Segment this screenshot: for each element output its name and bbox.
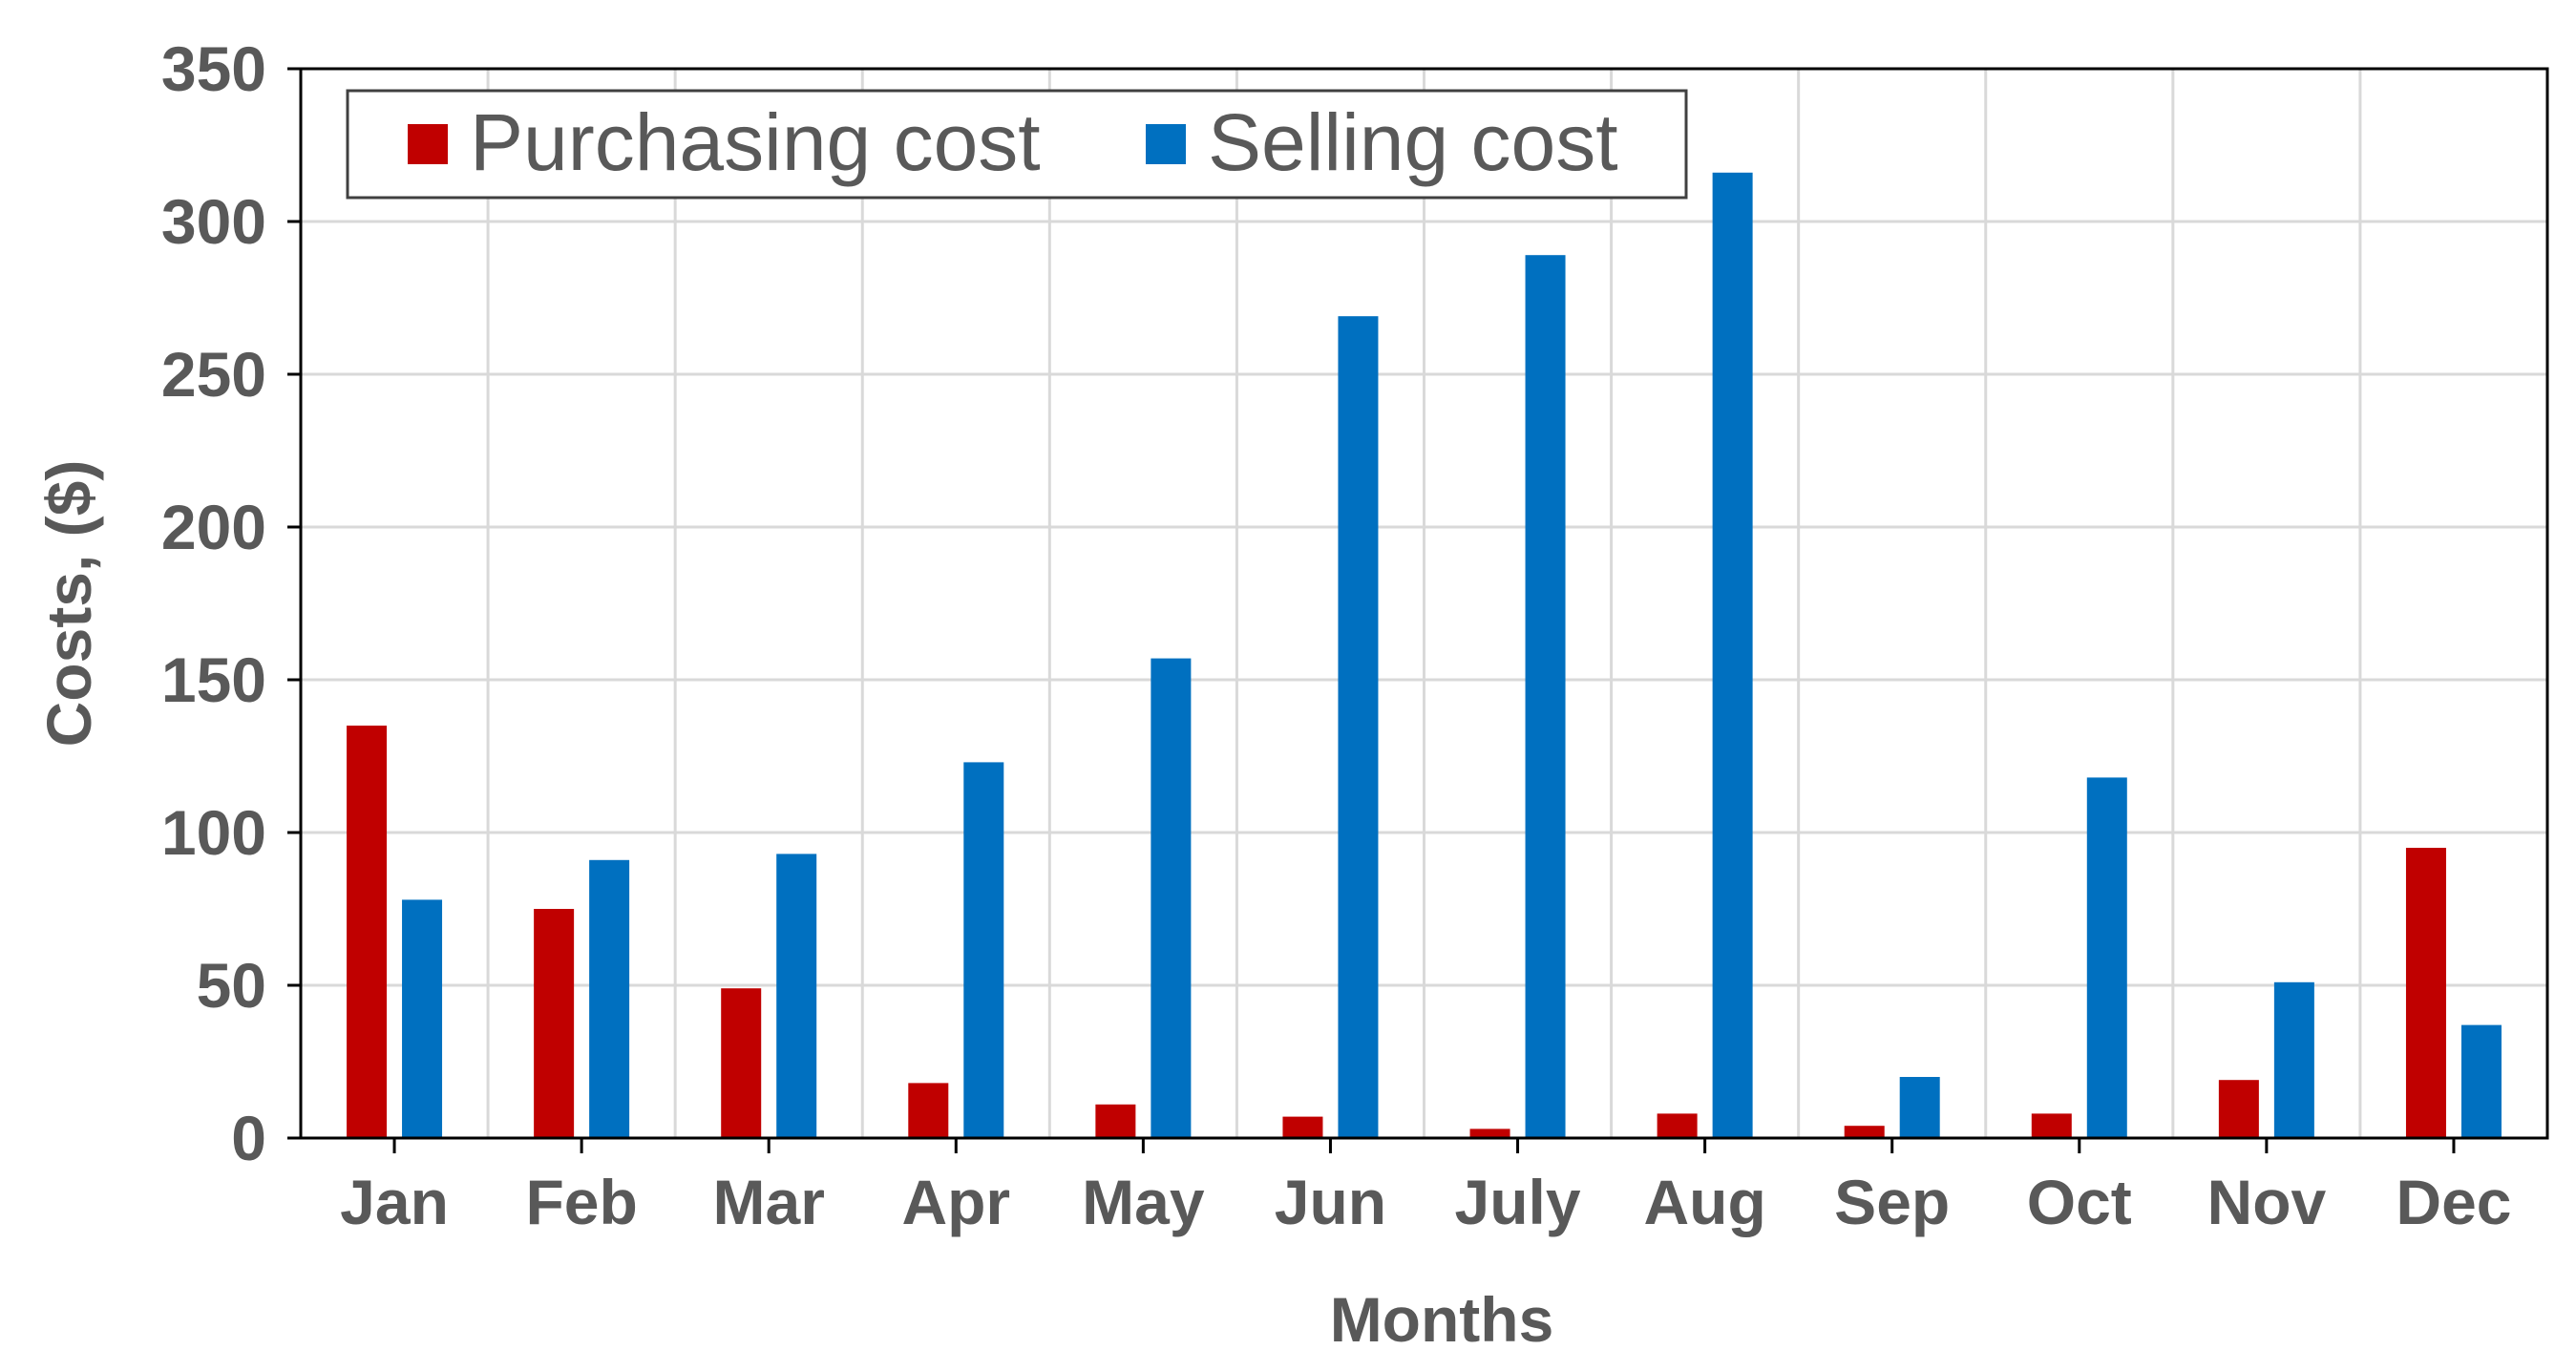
bars <box>347 172 2502 1139</box>
legend-label-purchasing-cost: Purchasing cost <box>470 97 1041 187</box>
bar-selling-cost-oct <box>2086 777 2127 1138</box>
gridlines <box>301 67 2547 1138</box>
x-tick-label: Oct <box>2027 1167 2132 1237</box>
bar-selling-cost-july <box>1525 255 1566 1138</box>
legend: Purchasing cost Selling cost <box>346 89 1688 200</box>
bar-purchasing-cost-nov <box>2218 1080 2259 1138</box>
x-tick-label: Aug <box>1643 1167 1765 1237</box>
bar-purchasing-cost-jun <box>1282 1116 1323 1138</box>
legend-swatch-purchasing-cost <box>408 124 448 164</box>
plot-frame <box>299 67 2549 1140</box>
bar-selling-cost-nov <box>2273 981 2314 1138</box>
y-tick-label: 50 <box>197 950 266 1021</box>
bar-purchasing-cost-mar <box>721 988 762 1138</box>
axes <box>287 67 2549 1153</box>
x-tick-label: May <box>1082 1167 1205 1237</box>
bar-purchasing-cost-sep <box>1844 1126 1885 1138</box>
bar-purchasing-cost-aug <box>1657 1113 1698 1138</box>
bar-selling-cost-aug <box>1712 172 1753 1139</box>
y-tick-label: 350 <box>161 33 266 104</box>
bar-selling-cost-apr <box>963 762 1004 1138</box>
legend-swatch-selling-cost <box>1146 124 1186 164</box>
bar-purchasing-cost-may <box>1095 1104 1136 1138</box>
x-tick-label: Jun <box>1275 1167 1386 1237</box>
x-tick-label: Jan <box>340 1167 449 1237</box>
y-axis-title: Costs, ($) <box>33 460 104 748</box>
bar-selling-cost-jun <box>1338 316 1379 1138</box>
bar-purchasing-cost-feb <box>534 909 575 1138</box>
bar-selling-cost-mar <box>776 854 817 1138</box>
bar-purchasing-cost-july <box>1469 1128 1510 1138</box>
x-tick-label: Mar <box>713 1167 825 1237</box>
bar-purchasing-cost-apr <box>908 1083 949 1138</box>
y-tick-label: 100 <box>161 797 266 868</box>
bar-purchasing-cost-dec <box>2405 848 2446 1138</box>
x-tick-label: Dec <box>2396 1167 2511 1237</box>
bar-selling-cost-sep <box>1899 1077 1940 1138</box>
x-tick-label: July <box>1455 1167 1581 1237</box>
bar-selling-cost-dec <box>2460 1024 2502 1138</box>
y-tick-label: 0 <box>231 1103 266 1173</box>
bar-selling-cost-feb <box>589 859 630 1138</box>
x-tick-label: Sep <box>1834 1167 1950 1237</box>
y-tick-label: 150 <box>161 644 266 715</box>
y-tick-label: 200 <box>161 492 266 562</box>
x-axis-title: Months <box>1330 1284 1554 1355</box>
bar-purchasing-cost-oct <box>2031 1113 2072 1138</box>
tick-labels: 0 50 100 150 200 250 300 350 Jan Feb Mar Apr May Jun J… <box>161 33 2512 1237</box>
y-tick-label: 250 <box>161 339 266 410</box>
bar-selling-cost-may <box>1151 658 1192 1138</box>
bar-purchasing-cost-jan <box>347 726 388 1138</box>
x-tick-label: Apr <box>901 1167 1010 1237</box>
legend-label-selling-cost: Selling cost <box>1208 97 1618 187</box>
x-tick-label: Nov <box>2207 1167 2327 1237</box>
y-tick-label: 300 <box>161 186 266 257</box>
x-tick-label: Feb <box>525 1167 637 1237</box>
bar-selling-cost-jan <box>402 899 443 1138</box>
legend-box <box>346 89 1688 200</box>
